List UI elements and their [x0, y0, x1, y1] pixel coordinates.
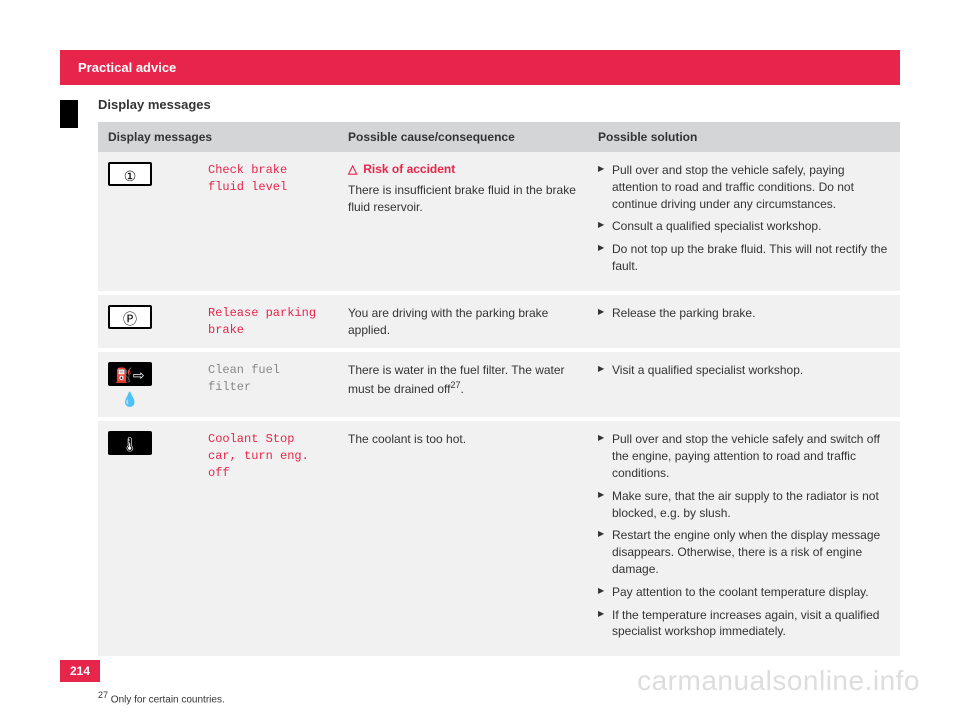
cause-cell: You are driving with the parking brake a… [338, 293, 588, 351]
parking-brake-icon: Ⓟ [108, 305, 152, 329]
fuel-water-icon: ⛽⇨💧 [108, 362, 152, 386]
solution-item: Make sure, that the air supply to the ra… [598, 488, 890, 522]
message-cell: Coolant Stop car, turn eng. off [198, 419, 338, 658]
solution-item: Do not top up the brake fluid. This will… [598, 241, 890, 275]
message-text: Clean fuel filter [208, 362, 328, 396]
message-cell: Clean fuel filter [198, 350, 338, 419]
solution-cell: Release the parking brake. [588, 293, 900, 351]
icon-cell: ① [98, 152, 198, 293]
th-cause: Possible cause/consequence [338, 122, 588, 152]
solution-list: Release the parking brake. [598, 305, 890, 322]
message-cell: Check brake fluid level [198, 152, 338, 293]
solution-item: Visit a qualified specialist workshop. [598, 362, 890, 379]
cause-text: You are driving with the parking brake a… [348, 305, 578, 339]
solution-item: Consult a qualified specialist workshop. [598, 218, 890, 235]
cause-sup: 27 [451, 380, 461, 390]
page-number: 214 [60, 660, 100, 682]
message-text: Coolant Stop car, turn eng. off [208, 431, 328, 481]
table-row: ① Check brake fluid level Risk of accident… [98, 152, 900, 293]
icon-cell: Ⓟ [98, 293, 198, 351]
cause-text: There is water in the fuel filter. The w… [348, 362, 578, 398]
message-text: Release parking brake [208, 305, 328, 339]
solution-list: Visit a qualified specialist workshop. [598, 362, 890, 379]
chapter-header: Practical advice [60, 50, 900, 85]
solution-item: Release the parking brake. [598, 305, 890, 322]
solution-list: Pull over and stop the vehicle safely an… [598, 431, 890, 640]
solution-item: Pull over and stop the vehicle safely an… [598, 431, 890, 481]
brake-circle-icon: ① [108, 162, 152, 186]
table-row: Ⓟ Release parking brake You are driving wi… [98, 293, 900, 351]
watermark: carmanualsonline.info [637, 665, 920, 697]
table-row: 🌡 Coolant Stop car, turn eng. off The cool… [98, 419, 900, 658]
solution-cell: Pull over and stop the vehicle safely an… [588, 419, 900, 658]
message-text: Check brake fluid level [208, 162, 328, 196]
coolant-temp-icon: 🌡 [108, 431, 152, 455]
icon-cell: 🌡 [98, 419, 198, 658]
section-title: Display messages [98, 97, 900, 112]
solution-item: Pay attention to the coolant temperature… [598, 584, 890, 601]
solution-item: If the temperature increases again, visi… [598, 607, 890, 641]
cause-cell: Risk of accident There is insufficient br… [338, 152, 588, 293]
solution-list: Pull over and stop the vehicle safely, p… [598, 162, 890, 275]
message-cell: Release parking brake [198, 293, 338, 351]
risk-label: Risk of accident [348, 162, 578, 176]
solution-item: Restart the engine only when the display… [598, 527, 890, 577]
th-display-messages: Display messages [98, 122, 338, 152]
cause-cell: The coolant is too hot. [338, 419, 588, 658]
footnote-text: Only for certain countries. [108, 694, 225, 705]
cause-text: There is insufficient brake fluid in the… [348, 182, 578, 216]
icon-cell: ⛽⇨💧 [98, 350, 198, 419]
solution-cell: Visit a qualified specialist workshop. [588, 350, 900, 419]
th-solution: Possible solution [588, 122, 900, 152]
solution-cell: Pull over and stop the vehicle safely, p… [588, 152, 900, 293]
table-row: ⛽⇨💧 Clean fuel filter There is water in th… [98, 350, 900, 419]
display-messages-table: Display messages Possible cause/conseque… [98, 122, 900, 660]
footnote-num: 27 [98, 690, 108, 700]
cause-cell: There is water in the fuel filter. The w… [338, 350, 588, 419]
cause-text: The coolant is too hot. [348, 431, 578, 448]
side-tab [60, 100, 78, 128]
solution-item: Pull over and stop the vehicle safely, p… [598, 162, 890, 212]
